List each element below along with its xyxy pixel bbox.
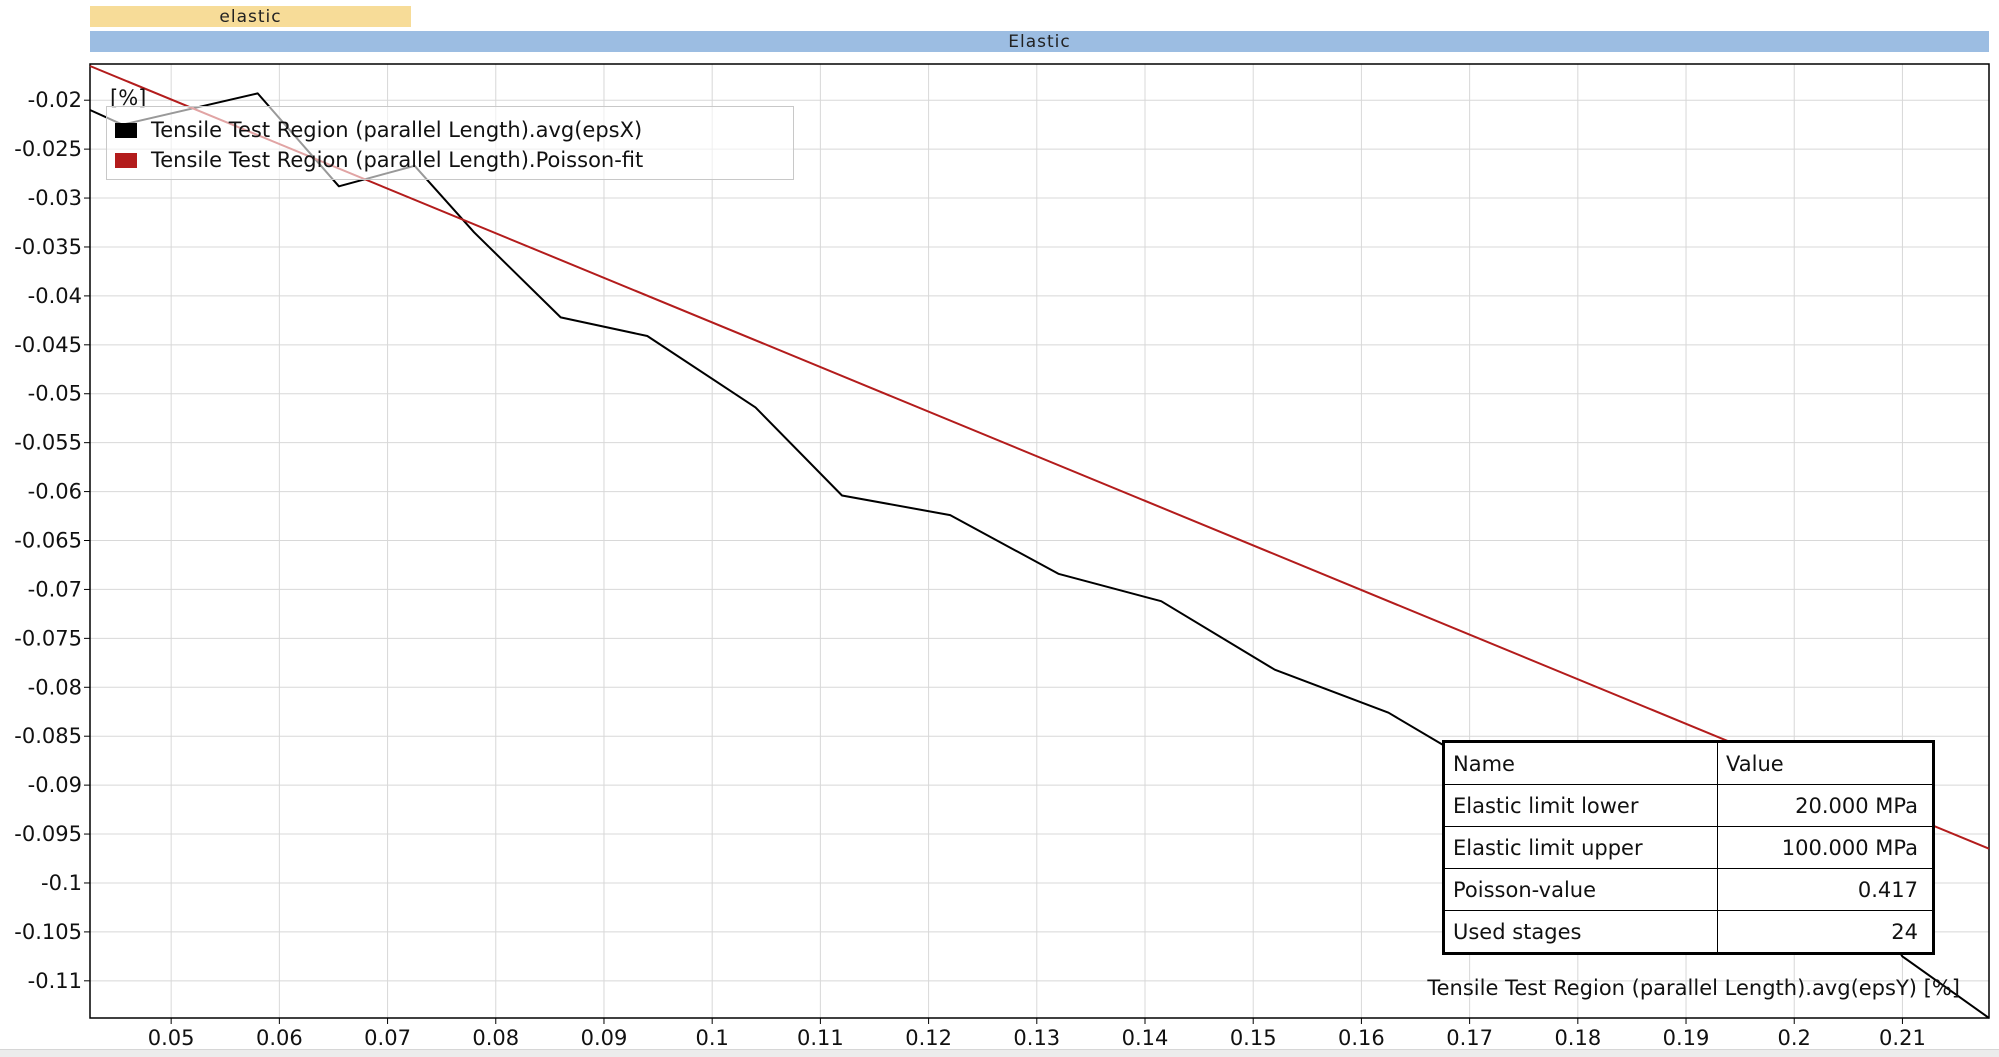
x-axis: 0.05 0.06 0.07 0.08 0.09 0.1 0.11 0.12 0.13 0.14 0…: [148, 1018, 1926, 1050]
table-row: Elastic limit lower 20.000 MPa: [1443, 784, 1934, 827]
x-tick-label: 0.08: [472, 1026, 519, 1050]
y-tick-label: -0.025: [14, 137, 82, 161]
legend-label-poisson-fit: Tensile Test Region (parallel Length).Po…: [151, 148, 644, 172]
legend-label-epsx: Tensile Test Region (parallel Length).av…: [151, 118, 643, 142]
x-tick-label: 0.07: [364, 1026, 411, 1050]
x-axis-label: Tensile Test Region (parallel Length).av…: [1426, 976, 1960, 1000]
row-value: 100.000 MPa: [1717, 826, 1934, 869]
status-strip: [0, 1049, 1999, 1057]
y-tick-label: -0.04: [28, 284, 82, 308]
x-tick-label: 0.1: [695, 1026, 728, 1050]
y-tick-label: -0.075: [14, 626, 82, 650]
table-header-row: Name Value: [1443, 741, 1934, 785]
legend-item-poisson-fit[interactable]: Tensile Test Region (parallel Length).Po…: [115, 147, 643, 173]
y-tick-label: -0.085: [14, 724, 82, 748]
elastic-range-bar[interactable]: elastic: [90, 6, 411, 27]
legend-item-epsx[interactable]: Tensile Test Region (parallel Length).av…: [115, 117, 642, 143]
x-tick-label: 0.11: [797, 1026, 844, 1050]
x-tick-label: 0.09: [581, 1026, 628, 1050]
x-tick-label: 0.18: [1554, 1026, 1601, 1050]
x-tick-label: 0.06: [256, 1026, 303, 1050]
row-value: 0.417: [1717, 868, 1934, 911]
x-tick-label: 0.2: [1778, 1026, 1811, 1050]
row-name: Elastic limit lower: [1443, 784, 1718, 827]
y-tick-label: -0.02: [28, 88, 82, 112]
row-name: Used stages: [1443, 910, 1718, 954]
y-tick-label: -0.095: [14, 822, 82, 846]
elastic-range-label: elastic: [219, 6, 282, 27]
y-tick-label: -0.035: [14, 235, 82, 259]
y-tick-label: -0.11: [28, 969, 82, 993]
results-table: Name Value Elastic limit lower 20.000 MP…: [1442, 740, 1935, 955]
x-tick-label: 0.19: [1663, 1026, 1710, 1050]
row-value: 20.000 MPa: [1717, 784, 1934, 827]
y-tick-label: -0.06: [28, 480, 82, 504]
legend-swatch-red: [115, 152, 137, 168]
y-tick-label: -0.1: [41, 871, 82, 895]
row-name: Poisson-value: [1443, 868, 1718, 911]
x-tick-label: 0.17: [1446, 1026, 1493, 1050]
table-row: Poisson-value 0.417: [1443, 868, 1934, 911]
header-value: Value: [1717, 741, 1934, 785]
row-value: 24: [1717, 910, 1934, 954]
chart-legend: Tensile Test Region (parallel Length).av…: [106, 106, 794, 180]
series-poisson-fit-line[interactable]: [89, 65, 1990, 850]
legend-swatch-black: [115, 122, 137, 138]
y-tick-label: -0.045: [14, 333, 82, 357]
x-tick-label: 0.05: [148, 1026, 195, 1050]
y-axis: -0.02 -0.025 -0.03 -0.035 -0.04 -0.045 -0.05 -0…: [14, 88, 90, 993]
row-name: Elastic limit upper: [1443, 826, 1718, 869]
y-tick-label: -0.105: [14, 920, 82, 944]
x-tick-label: 0.13: [1013, 1026, 1060, 1050]
x-tick-label: 0.16: [1338, 1026, 1385, 1050]
elastic-stage-bar[interactable]: Elastic: [90, 31, 1989, 52]
x-tick-label: 0.15: [1230, 1026, 1277, 1050]
elastic-stage-label: Elastic: [1008, 31, 1071, 52]
y-tick-label: -0.055: [14, 431, 82, 455]
y-tick-label: -0.03: [28, 186, 82, 210]
x-tick-label: 0.21: [1879, 1026, 1926, 1050]
table-row: Elastic limit upper 100.000 MPa: [1443, 826, 1934, 869]
table-row: Used stages 24: [1443, 910, 1934, 954]
y-tick-label: -0.08: [28, 675, 82, 699]
x-tick-label: 0.12: [905, 1026, 952, 1050]
y-tick-label: -0.07: [28, 577, 82, 601]
x-tick-label: 0.14: [1122, 1026, 1169, 1050]
y-tick-label: -0.065: [14, 529, 82, 553]
y-tick-label: -0.09: [28, 773, 82, 797]
header-name: Name: [1443, 741, 1718, 785]
y-tick-label: -0.05: [28, 382, 82, 406]
